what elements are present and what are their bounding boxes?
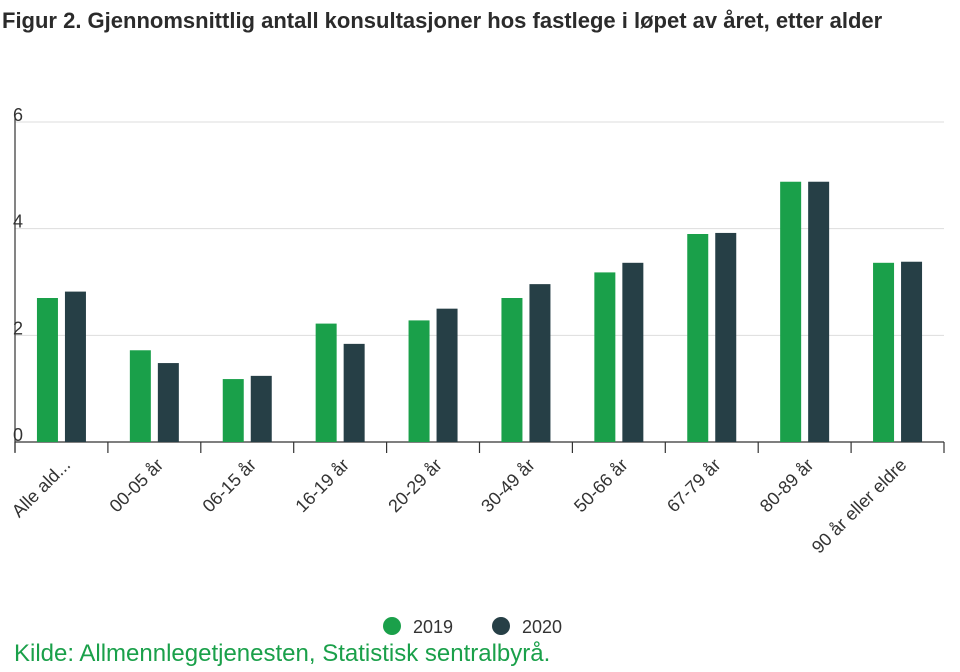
bar-2019-3 [315,323,337,442]
bar-2019-9 [873,262,895,442]
x-tick-label: 80-89 år [756,455,818,517]
x-tick-label: 20-29 år [384,455,446,517]
x-axis: Alle ald... 00-05 år 06-15 år 16-19 år 20-29… [8,441,945,558]
bar-2019-8 [780,181,802,442]
bar-2019-7 [687,234,709,442]
bar-2020-0 [64,291,86,442]
x-tick-label: 06-15 år [199,455,261,517]
bar-2019-0 [36,298,58,442]
bar-2019-6 [594,272,616,442]
legend-marker-2020 [492,617,510,635]
x-tick-label: 30-49 år [477,455,539,517]
bar-2020-4 [436,308,458,442]
bar-2020-6 [622,262,644,442]
legend-label: 2020 [522,617,562,637]
bars [36,181,923,442]
legend-marker-2019 [383,617,401,635]
y-tick-label: 6 [13,105,23,125]
bar-2020-5 [529,284,551,442]
bar-2020-1 [157,363,179,442]
x-tick-label: 67-79 år [663,455,725,517]
source-note: Kilde: Allmennlegetjenesten, Statistisk … [14,640,551,667]
bar-2020-3 [343,343,365,442]
y-tick-label: 2 [13,318,23,338]
bar-2019-4 [408,320,430,442]
y-tick-label: 4 [13,212,23,232]
bar-2020-7 [715,232,737,442]
chart-title: Figur 2. Gjennomsnittlig antall konsulta… [2,8,883,33]
bar-2020-9 [901,261,923,442]
bar-2019-2 [222,379,244,442]
x-tick-label: 16-19 år [291,455,353,517]
legend-label: 2019 [413,617,453,637]
y-axis: 0 2 4 6 [13,105,23,452]
x-tick-label: 90 år eller eldre [808,455,911,558]
bar-2019-1 [129,350,151,442]
x-tick-label: 00-05 år [106,455,168,517]
bar-2019-5 [501,298,523,442]
legend: 2019 2020 [383,617,562,637]
x-tick-label: 50-66 år [570,455,632,517]
bar-2020-8 [808,181,830,442]
x-tick-label: Alle ald... [8,455,75,522]
gridlines [15,121,944,336]
bar-2020-2 [250,375,272,442]
y-tick-label: 0 [13,425,23,445]
